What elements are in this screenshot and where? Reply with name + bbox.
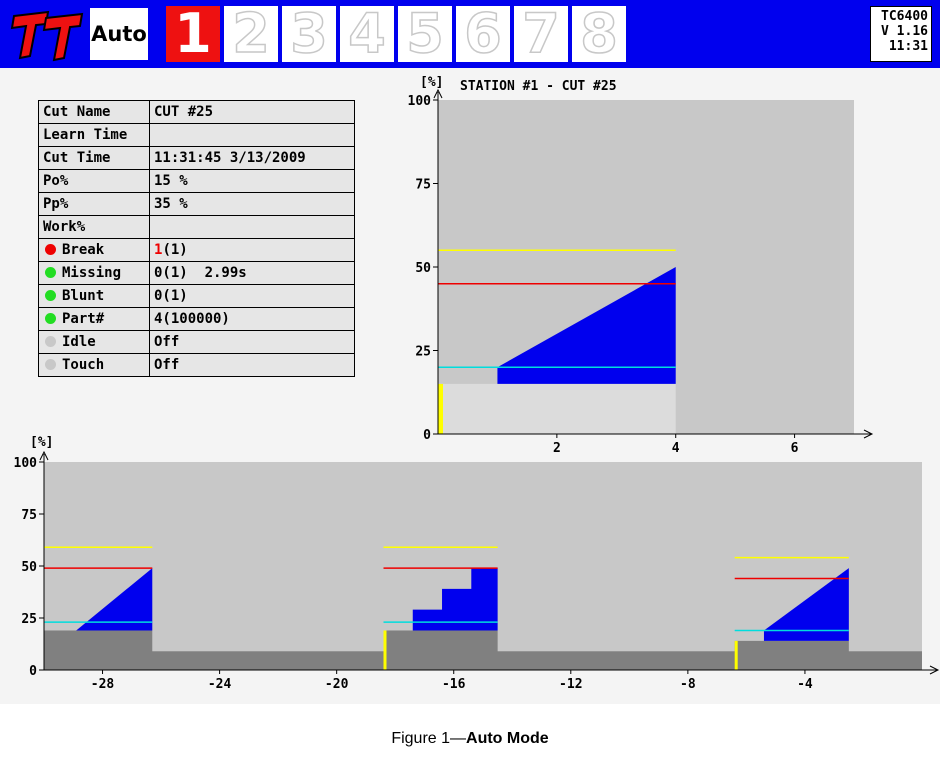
info-label: Touch [62,357,105,373]
x-tick-label: 6 [791,441,799,456]
y-axis-arrow [433,88,443,99]
info-label: Break [62,242,105,258]
info-row: Idle Off [38,330,355,354]
y-tick-label: 50 [415,261,431,276]
info-row: Po% 15 % [38,169,355,193]
x-tick-label: -20 [325,677,349,692]
info-value: 15 % [154,173,188,189]
station-button-6[interactable]: 6 [456,6,510,62]
station-button-3[interactable]: 3 [282,6,336,62]
info-row: Cut Name CUT #25 [38,100,355,124]
info-row: Blunt 0(1) [38,284,355,308]
info-label: Pp% [43,196,69,212]
info-row: Learn Time [38,123,355,147]
info-row: Missing 0(1) 2.99s [38,261,355,285]
x-axis-arrow [863,429,874,439]
cut-base-area [44,630,153,670]
device-info: TC6400 V 1.16 11:31 [870,6,932,62]
info-row: Break 1(1) [38,238,355,262]
cut-start-marker [438,383,443,434]
status-dot-icon [45,313,56,324]
load-area [497,267,676,384]
y-tick-label: 0 [423,428,431,443]
station-button-8[interactable]: 8 [572,6,626,62]
y-unit-label: [%] [30,435,53,450]
x-tick-label: 2 [553,441,561,456]
info-label: Cut Name [43,104,111,120]
x-tick-label: -28 [91,677,115,692]
status-dot-icon [45,267,56,278]
station-cut-chart: [%] STATION #1 - CUT #25 100 75 50 25 0 2 4 6 [408,75,874,456]
info-label: Missing [62,265,122,281]
status-dot-icon [45,290,56,301]
info-label: Blunt [62,288,105,304]
station-button-4[interactable]: 4 [340,6,394,62]
status-dot-icon [45,244,56,255]
station-button-5[interactable]: 5 [398,6,452,62]
status-dot-icon [45,359,56,370]
info-row: Work% [38,215,355,239]
y-tick-label: 75 [21,508,37,523]
tt-logo [10,6,86,62]
x-tick-label: -8 [680,677,696,692]
cut-start-marker [383,630,387,670]
mode-label: Auto [90,8,148,60]
y-tick-label: 0 [29,664,37,679]
info-value: 35 % [154,196,188,212]
x-tick-label: -24 [208,677,232,692]
device-model: TC6400 [881,9,928,24]
info-row: Pp% 35 % [38,192,355,216]
y-tick-label: 50 [21,560,37,575]
x-axis-arrow [929,665,940,675]
info-row: Cut Time 11:31:45 3/13/2009 [38,146,355,170]
info-value: Off [154,334,180,350]
firmware-version: V 1.16 [881,24,928,39]
base-area [438,383,676,434]
y-tick-label: 100 [14,456,38,471]
clock: 11:31 [888,39,928,54]
info-row: Part# 4(100000) [38,307,355,331]
chart-title: STATION #1 - CUT #25 [460,79,617,94]
info-label: Part# [62,311,105,327]
station-button-2[interactable]: 2 [224,6,278,62]
figure-caption: Figure 1—Auto Mode [391,730,549,747]
info-label: Idle [62,334,96,350]
cut-start-marker [734,640,738,670]
info-value: Off [154,357,180,373]
y-unit-label: [%] [420,75,443,90]
info-label: Po% [43,173,69,189]
info-value: 4(100000) [154,311,230,327]
info-value: 11:31:45 3/13/2009 [154,150,306,166]
y-tick-label: 25 [21,612,37,627]
cut-load-area [763,568,849,641]
x-tick-label: -12 [559,677,582,692]
info-label: Cut Time [43,150,111,166]
status-dot-icon [45,336,56,347]
cut-base-area [383,630,498,670]
y-tick-label: 75 [415,178,431,193]
y-tick-label: 100 [408,94,432,109]
cut-load-area [412,568,498,631]
info-value-count: 1 [154,242,163,258]
info-value: 0(1) 2.99s [154,265,247,281]
cut-base-area [734,640,849,670]
station-button-7[interactable]: 7 [514,6,568,62]
x-tick-label: 4 [672,441,680,456]
y-axis-arrow [39,450,49,461]
info-value: 0(1) [154,288,188,304]
info-label: Learn Time [43,127,128,143]
x-tick-label: -16 [442,677,466,692]
info-row: Touch Off [38,353,355,377]
y-tick-label: 25 [415,345,431,360]
cut-info-table: Cut Name CUT #25 Learn Time Cut Time 11:31:4… [38,100,355,377]
info-label: Work% [43,219,86,235]
info-value: CUT #25 [154,104,214,120]
info-value-total: (1) [162,242,188,258]
history-chart: [%] 100 75 50 25 0 -28 -24 -20 -16 -12 -8 -4 [14,435,940,692]
x-tick-label: -4 [797,677,813,692]
station-button-1[interactable]: 1 [166,6,220,62]
